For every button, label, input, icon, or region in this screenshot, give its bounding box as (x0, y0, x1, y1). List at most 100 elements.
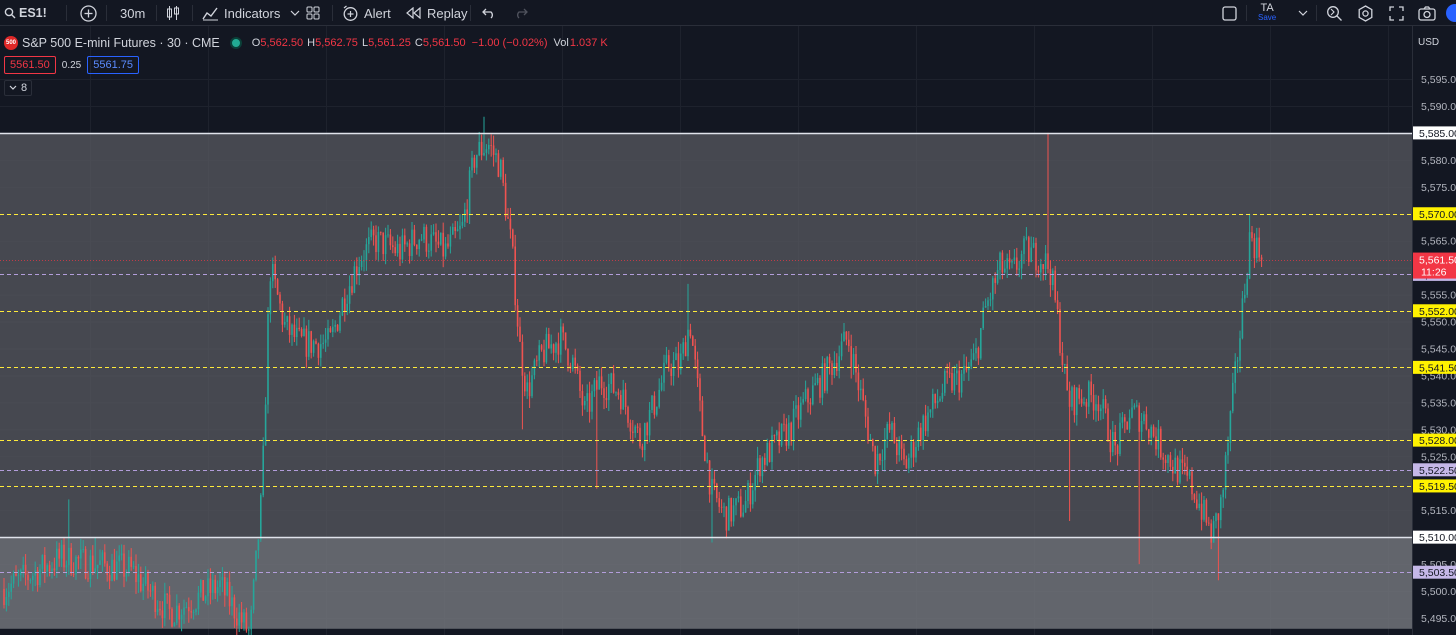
indicator-count: 8 (21, 82, 28, 94)
buy-button[interactable]: 5561.75 (87, 56, 139, 74)
candle-body (1258, 237, 1260, 258)
quick-search-button[interactable] (1326, 0, 1343, 26)
price-level-badge[interactable] (1413, 463, 1456, 477)
candle-body (430, 234, 432, 251)
candle-body (641, 446, 644, 451)
candle-body (802, 399, 804, 403)
price-level-badge[interactable] (1413, 360, 1456, 374)
candle-body (910, 441, 912, 458)
candle-body (168, 594, 171, 609)
candle-body (284, 321, 286, 325)
snapshot-button[interactable] (1418, 0, 1436, 26)
price-level-badge[interactable] (1413, 433, 1456, 447)
fullscreen-button[interactable] (1389, 0, 1404, 26)
candle-body (144, 571, 147, 584)
candle-body (478, 141, 480, 156)
price-level-badge[interactable] (1413, 207, 1456, 221)
candle-body (502, 159, 504, 183)
candle-body (516, 305, 519, 327)
candle-body (773, 435, 776, 437)
candle-body (228, 581, 231, 607)
candle-body (855, 354, 857, 373)
market-status-icon[interactable] (229, 37, 242, 49)
candle-body (387, 234, 389, 236)
chart-type-button[interactable] (166, 0, 180, 26)
candle-body (624, 389, 627, 408)
low-key: L (361, 37, 369, 49)
price-level-badge[interactable] (1413, 126, 1456, 140)
low-value: 5,561.25 (368, 37, 411, 49)
candle-body (224, 577, 226, 596)
templates-grid-icon (306, 6, 320, 20)
undo-button[interactable] (482, 0, 496, 26)
candle-body (1236, 360, 1239, 362)
candle-body (752, 490, 754, 505)
symbol-title[interactable]: S&P 500 E-mini Futures · 30 · CME (22, 36, 220, 50)
layout-select-button[interactable] (1222, 0, 1237, 26)
price-level-badge[interactable] (1413, 530, 1456, 544)
candle-body (742, 512, 744, 517)
candle-body (699, 378, 701, 401)
candle-body (732, 505, 735, 522)
price-axis[interactable]: 5,595.00 5,590.00 5,585.00 5,580.00 5,575.00… (1412, 26, 1456, 635)
sell-button[interactable]: 5561.50 (4, 56, 56, 74)
candle-body (1212, 521, 1215, 543)
candle-body (1016, 257, 1018, 270)
candle-body (245, 612, 248, 631)
candle-body (1200, 503, 1203, 520)
candle-body (154, 585, 156, 612)
candle-body (132, 566, 135, 567)
chevron-down-icon[interactable] (290, 9, 300, 17)
candle-body (356, 266, 358, 276)
price-zone[interactable] (0, 132, 1412, 538)
currency-button[interactable]: USD (1418, 36, 1440, 48)
candle-body (845, 331, 848, 340)
candle-body (584, 400, 586, 406)
candle-body (1102, 399, 1104, 409)
candle-body (96, 564, 99, 569)
candle-body (600, 376, 603, 389)
candle-body (821, 363, 824, 398)
settings-button[interactable] (1357, 0, 1374, 26)
candle-body (32, 575, 34, 581)
price-axis-tick: 5,590.00 (1421, 101, 1456, 113)
replay-button[interactable]: Replay (406, 0, 467, 26)
layout-save-button[interactable]: TA Save (1258, 0, 1276, 26)
price-level-badge-label: 5,519.50 (1419, 481, 1456, 493)
candle-body (658, 389, 660, 407)
candle-body (932, 394, 934, 410)
candle-body (795, 405, 797, 409)
candle-body (1198, 503, 1200, 509)
layout-menu-button[interactable] (1298, 0, 1308, 26)
candle-body (903, 448, 905, 460)
alert-button[interactable]: Alert (342, 0, 391, 26)
candle-body (754, 474, 756, 491)
indicators-toggle[interactable]: 8 (4, 80, 33, 96)
candle-body (125, 572, 128, 577)
interval-button[interactable]: 30m (120, 0, 145, 26)
candle-body (562, 326, 564, 333)
candle-body (327, 328, 329, 340)
candle-body (663, 362, 665, 383)
candle-body (653, 395, 656, 415)
candle-body (87, 578, 89, 580)
price-axis-tick: 5,555.00 (1421, 290, 1456, 302)
compare-symbol-button[interactable] (80, 0, 97, 26)
price-zone[interactable] (0, 537, 1412, 629)
candle-body (1020, 254, 1023, 269)
price-level-badge[interactable] (1413, 565, 1456, 579)
candle-body (413, 229, 416, 245)
price-level-badge[interactable] (1413, 479, 1456, 493)
symbol-search-button[interactable]: ES1! (4, 0, 47, 26)
candle-body (749, 482, 752, 505)
chart-canvas[interactable]: 5,595.00 5,590.00 5,585.00 5,580.00 5,575.00… (0, 26, 1456, 635)
candle-body (536, 360, 538, 362)
publish-button[interactable] (1446, 0, 1456, 26)
price-level-badge[interactable] (1413, 304, 1456, 318)
redo-button[interactable] (514, 0, 528, 26)
candle-body (315, 341, 317, 344)
candle-body (831, 363, 833, 375)
indicators-button[interactable]: Indicators (202, 0, 300, 26)
indicator-templates-button[interactable] (306, 0, 320, 26)
price-axis-tick: 5,550.00 (1421, 317, 1456, 329)
